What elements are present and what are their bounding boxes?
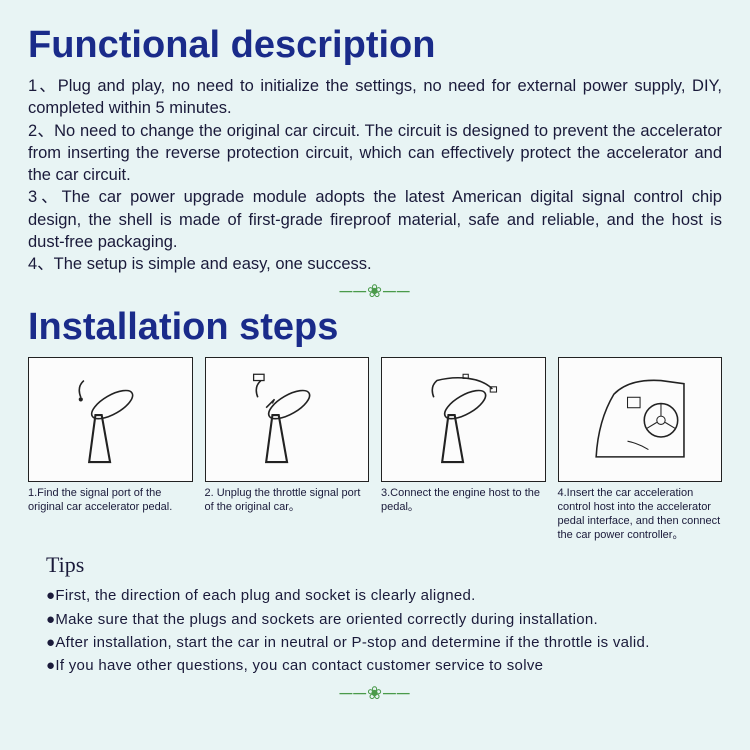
step-1: 1.Find the signal port of the original c… [28, 357, 193, 542]
tip-item: ●If you have other questions, you can co… [46, 654, 722, 677]
step-2: 2. Unplug the throttle signal port of th… [205, 357, 370, 542]
installation-steps-heading: Installation steps [28, 306, 722, 349]
step-1-figure [28, 357, 193, 482]
pedal-icon [218, 368, 356, 473]
tips-heading: Tips [46, 552, 722, 578]
step-4-figure [558, 357, 723, 482]
step-1-caption: 1.Find the signal port of the original c… [28, 487, 193, 515]
step-3: 3.Connect the engine host to the pedal。 [381, 357, 546, 542]
step-2-figure [205, 357, 370, 482]
pedal-icon [394, 368, 532, 473]
ornamental-divider: ──❀── [28, 683, 722, 704]
steps-row: 1.Find the signal port of the original c… [28, 357, 722, 542]
ornamental-divider: ──❀── [28, 281, 722, 302]
step-2-caption: 2. Unplug the throttle signal port of th… [205, 487, 370, 515]
tip-item: ●After installation, start the car in ne… [46, 631, 722, 654]
pedal-icon [41, 368, 179, 473]
tip-item: ●First, the direction of each plug and s… [46, 584, 722, 607]
step-4: 4.Insert the car acceleration control ho… [558, 357, 723, 542]
tip-item: ●Make sure that the plugs and sockets ar… [46, 608, 722, 631]
step-3-figure [381, 357, 546, 482]
feature-item: 2、No need to change the original car cir… [28, 120, 722, 187]
tips-list: ●First, the direction of each plug and s… [28, 584, 722, 677]
step-3-caption: 3.Connect the engine host to the pedal。 [381, 487, 546, 515]
feature-item: 3、The car power upgrade module adopts th… [28, 186, 722, 253]
car-interior-icon [571, 368, 709, 473]
feature-item: 1、Plug and play, no need to initialize t… [28, 75, 722, 120]
feature-list: 1、Plug and play, no need to initialize t… [28, 75, 722, 275]
feature-item: 4、The setup is simple and easy, one succ… [28, 253, 722, 275]
functional-description-heading: Functional description [28, 24, 722, 67]
step-4-caption: 4.Insert the car acceleration control ho… [558, 487, 723, 542]
